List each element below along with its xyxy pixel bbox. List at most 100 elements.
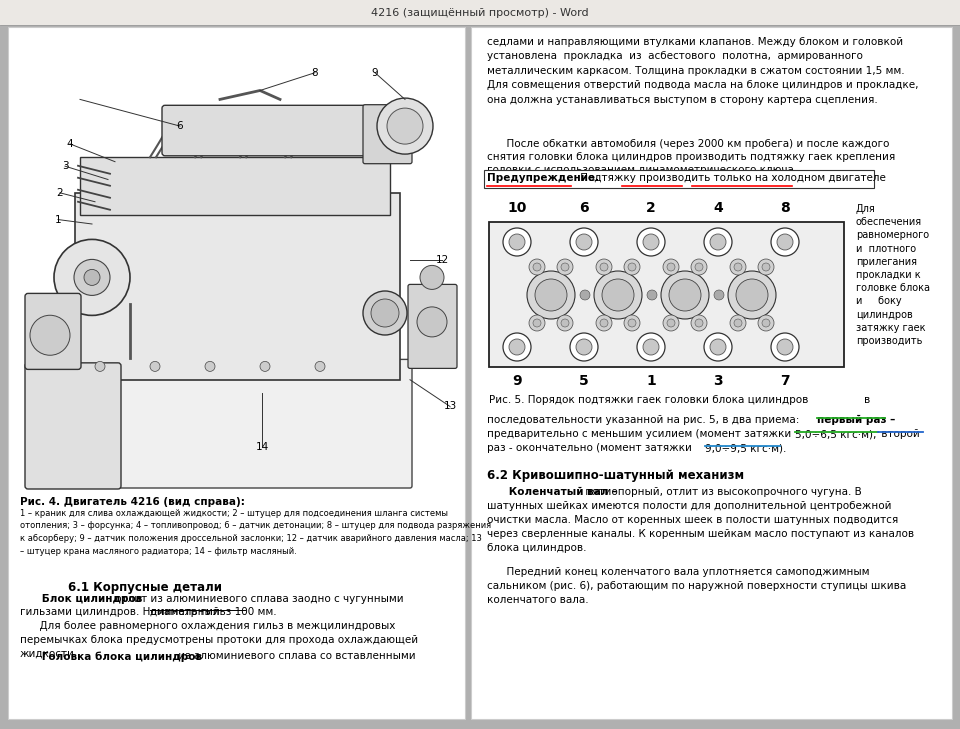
Text: 4: 4 bbox=[66, 139, 73, 149]
Text: 9: 9 bbox=[372, 68, 378, 78]
Text: 4216 (защищённый просмотр) - Word: 4216 (защищённый просмотр) - Word bbox=[372, 7, 588, 17]
Circle shape bbox=[663, 259, 679, 275]
Text: 1: 1 bbox=[55, 214, 61, 225]
Circle shape bbox=[377, 98, 433, 154]
Circle shape bbox=[371, 299, 399, 327]
Circle shape bbox=[594, 271, 642, 319]
Text: из алюминиевого сплава со вставленными: из алюминиевого сплава со вставленными bbox=[175, 651, 416, 661]
Circle shape bbox=[695, 263, 703, 271]
Text: снятия головки блока цилиндров производить подтяжку гаек крепления: снятия головки блока цилиндров производи… bbox=[487, 152, 896, 162]
Circle shape bbox=[762, 263, 770, 271]
Circle shape bbox=[596, 259, 612, 275]
Circle shape bbox=[758, 259, 774, 275]
Circle shape bbox=[762, 319, 770, 327]
Text: пятиопорный, отлит из высокопрочного чугуна. В: пятиопорный, отлит из высокопрочного чуг… bbox=[582, 487, 862, 497]
FancyBboxPatch shape bbox=[162, 105, 366, 156]
Text: раз - окончательно (момент затяжки: раз - окончательно (момент затяжки bbox=[487, 443, 695, 453]
FancyBboxPatch shape bbox=[363, 105, 412, 164]
Circle shape bbox=[529, 315, 545, 331]
Text: 6: 6 bbox=[579, 201, 588, 215]
Circle shape bbox=[527, 271, 575, 319]
Bar bbox=[8, 27, 465, 719]
Circle shape bbox=[576, 234, 592, 250]
Circle shape bbox=[624, 259, 640, 275]
Bar bbox=[0, 0, 960, 25]
Text: блока цилиндров.: блока цилиндров. bbox=[487, 543, 587, 553]
Text: 7: 7 bbox=[780, 374, 790, 388]
Circle shape bbox=[509, 234, 525, 250]
Circle shape bbox=[647, 290, 657, 300]
Circle shape bbox=[600, 263, 608, 271]
Circle shape bbox=[533, 319, 541, 327]
Text: 8: 8 bbox=[780, 201, 790, 215]
Circle shape bbox=[661, 271, 709, 319]
Circle shape bbox=[695, 319, 703, 327]
Text: Предупреждение.: Предупреждение. bbox=[487, 173, 599, 183]
Circle shape bbox=[74, 260, 110, 295]
Circle shape bbox=[30, 315, 70, 355]
Circle shape bbox=[734, 263, 742, 271]
Circle shape bbox=[420, 265, 444, 289]
FancyBboxPatch shape bbox=[80, 157, 390, 215]
Circle shape bbox=[710, 234, 726, 250]
Text: в: в bbox=[864, 395, 871, 405]
Text: 9,0÷9,5 кгс·м).: 9,0÷9,5 кгс·м). bbox=[705, 443, 786, 453]
Text: очистки масла. Масло от коренных шеек в полости шатунных подводится: очистки масла. Масло от коренных шеек в … bbox=[487, 515, 899, 525]
Text: головки с использованием динамометрического ключа.: головки с использованием динамометрическ… bbox=[487, 165, 797, 175]
Circle shape bbox=[628, 319, 636, 327]
Circle shape bbox=[777, 234, 793, 250]
Text: шатунных шейках имеются полости для дополнительной центробежной: шатунных шейках имеются полости для допо… bbox=[487, 501, 892, 511]
Circle shape bbox=[663, 315, 679, 331]
FancyBboxPatch shape bbox=[75, 193, 400, 380]
Text: 8: 8 bbox=[312, 68, 319, 78]
Text: 9: 9 bbox=[513, 374, 522, 388]
Circle shape bbox=[95, 362, 105, 371]
Text: последовательности указанной на рис. 5, в два приема:: последовательности указанной на рис. 5, … bbox=[487, 415, 803, 425]
Text: 6: 6 bbox=[177, 121, 183, 131]
Circle shape bbox=[771, 228, 799, 256]
Text: гильзами цилиндров. Номинальный: гильзами цилиндров. Номинальный bbox=[20, 607, 223, 617]
Circle shape bbox=[580, 290, 590, 300]
Text: коленчатого вала.: коленчатого вала. bbox=[487, 595, 588, 605]
FancyBboxPatch shape bbox=[25, 363, 121, 489]
Text: первый раз –: первый раз – bbox=[817, 415, 896, 425]
Text: второй: второй bbox=[878, 429, 920, 439]
Circle shape bbox=[576, 339, 592, 355]
Text: Блок цилиндров: Блок цилиндров bbox=[20, 594, 142, 604]
Circle shape bbox=[736, 279, 768, 311]
Circle shape bbox=[600, 319, 608, 327]
Circle shape bbox=[529, 259, 545, 275]
Circle shape bbox=[691, 259, 707, 275]
Circle shape bbox=[205, 362, 215, 371]
Circle shape bbox=[363, 291, 407, 335]
Circle shape bbox=[758, 315, 774, 331]
Circle shape bbox=[54, 239, 130, 316]
Circle shape bbox=[691, 315, 707, 331]
FancyBboxPatch shape bbox=[58, 359, 412, 488]
Text: Передний конец коленчатого вала уплотняется самоподжимным: Передний конец коленчатого вала уплотняе… bbox=[487, 567, 870, 577]
Circle shape bbox=[535, 279, 567, 311]
Text: 3: 3 bbox=[713, 374, 723, 388]
Circle shape bbox=[387, 108, 423, 144]
FancyBboxPatch shape bbox=[408, 284, 457, 368]
Circle shape bbox=[624, 315, 640, 331]
Circle shape bbox=[714, 290, 724, 300]
Text: 10: 10 bbox=[507, 201, 527, 215]
Circle shape bbox=[730, 259, 746, 275]
Text: Для более равномерного охлаждения гильз в межцилиндровых
перемычках блока предус: Для более равномерного охлаждения гильз … bbox=[20, 621, 419, 659]
Circle shape bbox=[503, 333, 531, 361]
Circle shape bbox=[667, 319, 675, 327]
Text: 4: 4 bbox=[713, 201, 723, 215]
Text: 5: 5 bbox=[579, 374, 588, 388]
Circle shape bbox=[570, 333, 598, 361]
FancyBboxPatch shape bbox=[25, 293, 81, 370]
Circle shape bbox=[509, 339, 525, 355]
Text: через сверленные каналы. К коренным шейкам масло поступают из каналов: через сверленные каналы. К коренным шейк… bbox=[487, 529, 914, 539]
Circle shape bbox=[710, 339, 726, 355]
Text: 1: 1 bbox=[646, 374, 656, 388]
Text: отлит из алюминиевого сплава заодно с чугунными: отлит из алюминиевого сплава заодно с чу… bbox=[112, 594, 403, 604]
Bar bbox=[471, 27, 952, 719]
Circle shape bbox=[150, 362, 160, 371]
Circle shape bbox=[503, 228, 531, 256]
Circle shape bbox=[417, 307, 447, 337]
